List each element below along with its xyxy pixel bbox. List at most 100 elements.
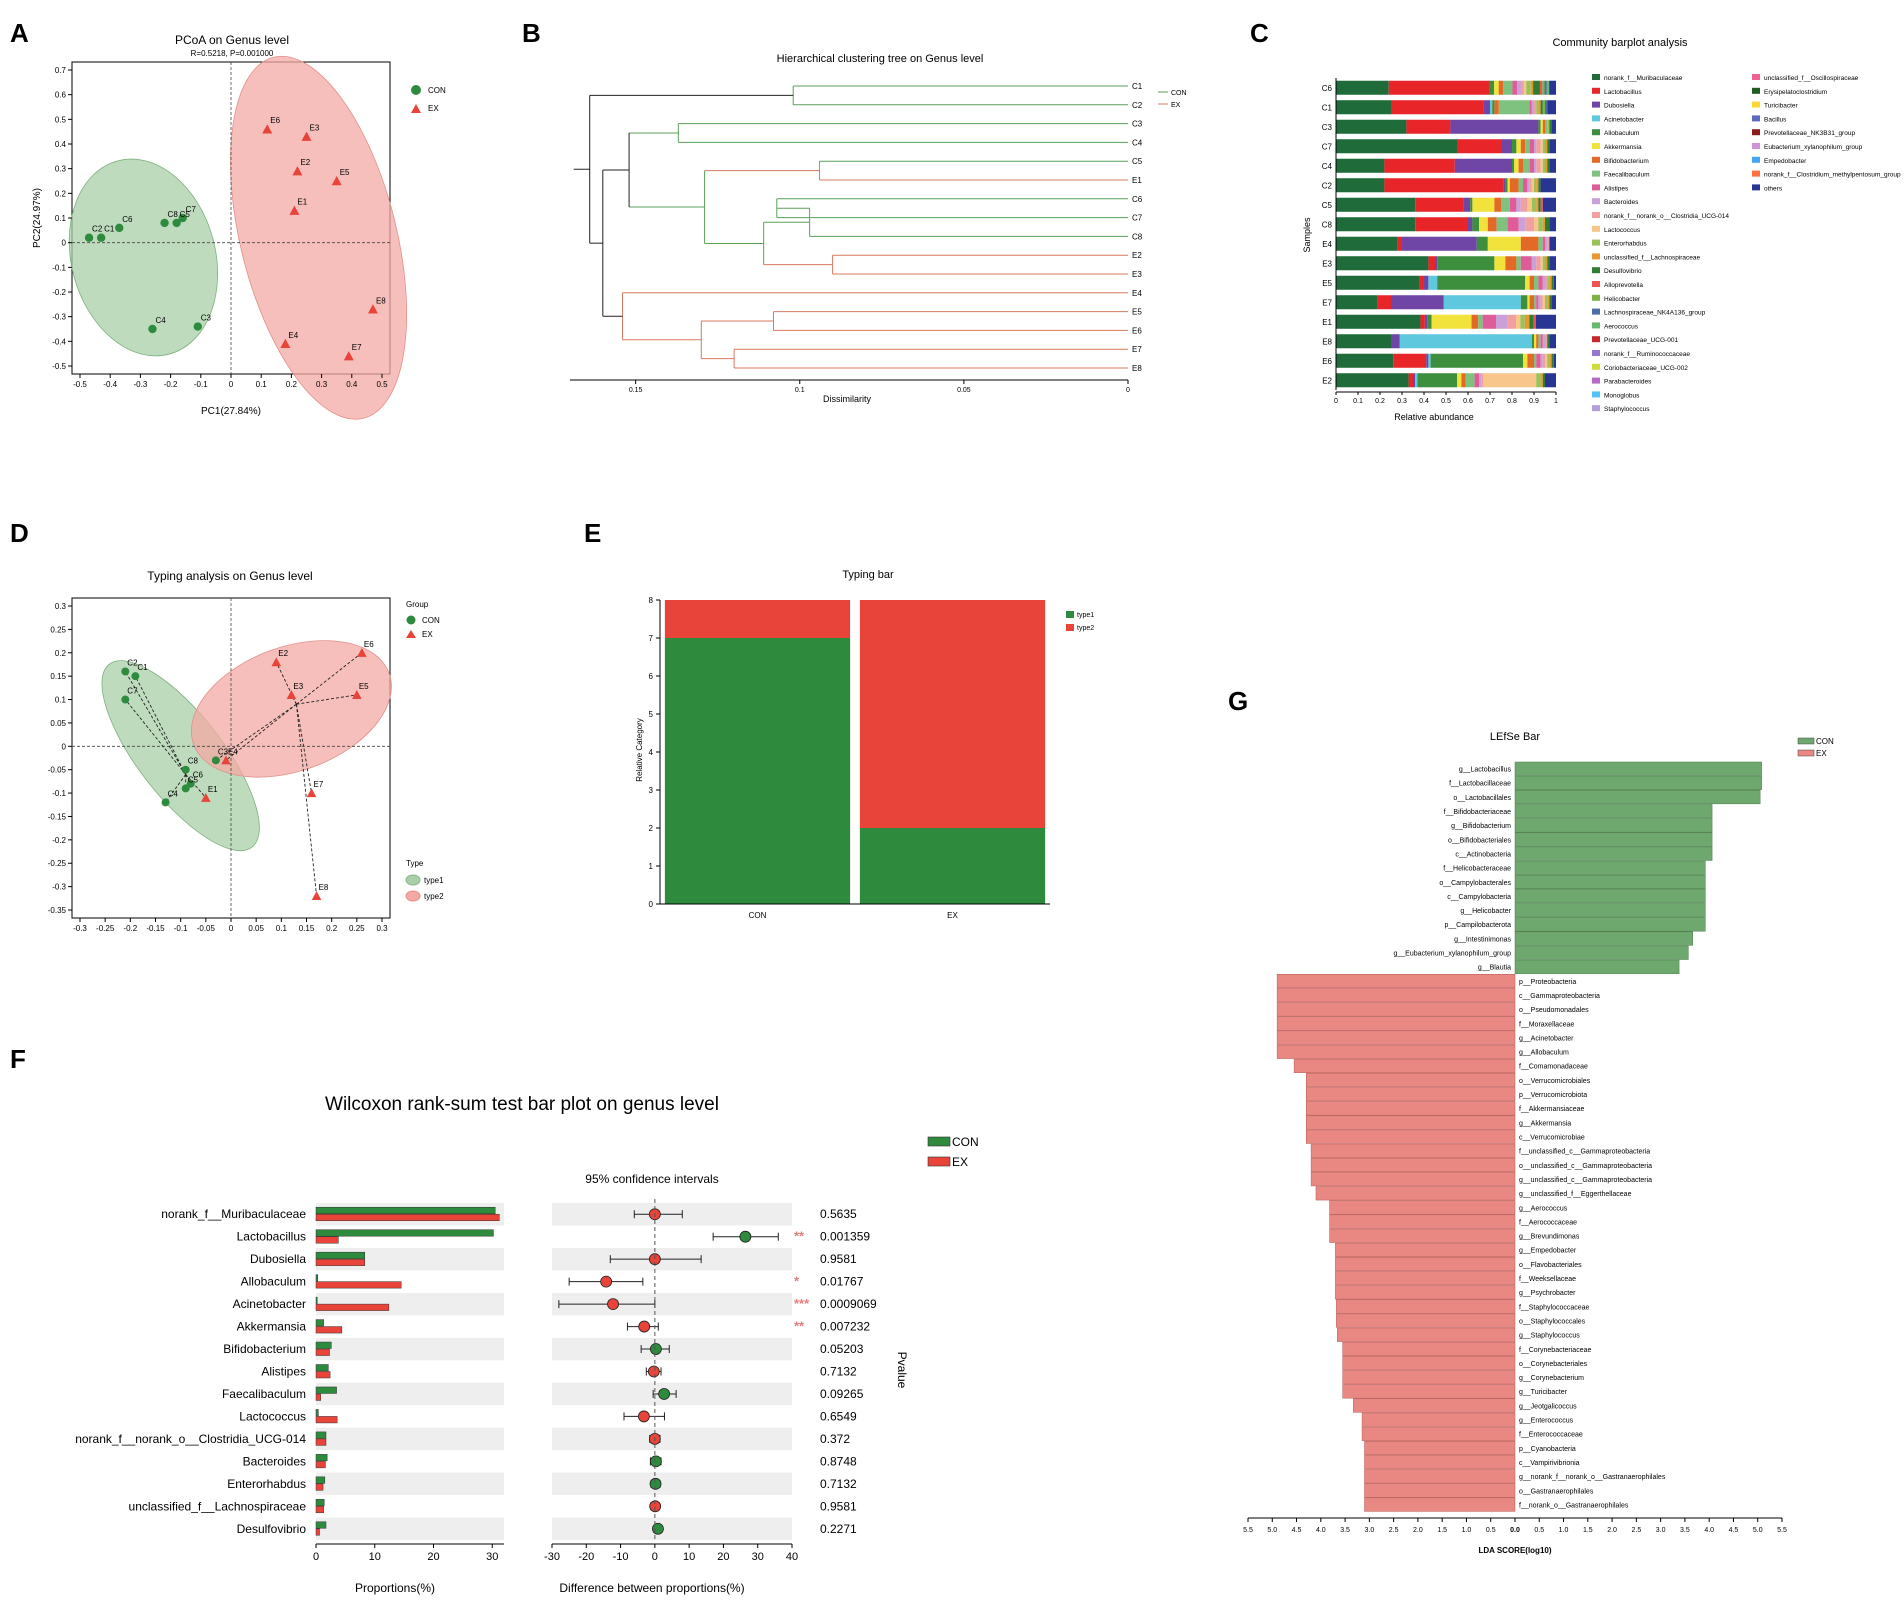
y-tick-label: 7 (649, 634, 654, 643)
stack-segment-e8 (1536, 334, 1539, 349)
panel-a-ellipses (68, 55, 408, 420)
row-stripe-left (316, 1517, 504, 1540)
stack-segment-c8 (1538, 217, 1543, 232)
y-tick-label: 6 (649, 672, 654, 681)
x-tick-label: 0.1 (1353, 398, 1363, 405)
leaf-label-c6: C6 (1132, 195, 1143, 204)
pvalue-norank-f-muribaculaceae: 0.5635 (820, 1207, 857, 1221)
legend-swatch-ex (1797, 749, 1815, 757)
x-tick-label: -0.2 (123, 924, 137, 933)
lda-bar-g-aerococcus (1329, 1200, 1516, 1215)
sample-label-e3: E3 (1322, 259, 1332, 268)
point-label-c7: C7 (186, 205, 197, 214)
stack-segment-c5 (1527, 197, 1532, 212)
pvalue-bacteroides: 0.8748 (820, 1454, 857, 1468)
lda-bar-g-bifidobacterium (1514, 818, 1713, 833)
taxon-label-p-verrucomicrobiota: p__Verrucomicrobiota (1519, 1092, 1587, 1099)
stack-segment-c5 (1540, 197, 1543, 212)
leaf-label-c2: C2 (1132, 101, 1143, 110)
genus-label-norank-f-norank-o-clostridia-ucg-014: norank_f__norank_o__Clostridia_UCG-014 (75, 1432, 306, 1446)
significance-acinetobacter: *** (794, 1296, 810, 1311)
panel-f-xlabel-left: Proportions(%) (355, 1581, 435, 1595)
y-tick-label: 0.4 (55, 140, 67, 149)
leaf-label-e4: E4 (1132, 289, 1142, 298)
stack-segment-e5 (1549, 275, 1552, 290)
stack-segment-c1 (1529, 100, 1532, 115)
bar-ex-type2 (859, 600, 1046, 828)
panel-f-pvalue-label: Pvalue (895, 1352, 909, 1389)
x-tick-label: 5.0 (1753, 1527, 1763, 1534)
taxon-label-g-unclassified-f-eggerthellaceae: g__unclassified_f__Eggerthellaceae (1519, 1191, 1632, 1198)
point-c8 (181, 765, 190, 774)
stack-segment-e3 (1549, 256, 1556, 271)
y-tick-label: -0.35 (48, 906, 67, 915)
stack-segment-c1 (1492, 100, 1495, 115)
bar-ex-acinetobacter (315, 1303, 390, 1311)
bar-con-unclassified-f-lachnospiraceae (315, 1499, 325, 1507)
lda-bar-g-empedobacter (1335, 1242, 1516, 1257)
point-label-c3: C3 (218, 747, 229, 756)
genus-label-lactococcus: Lactococcus (239, 1409, 306, 1423)
leaf-label-e3: E3 (1132, 270, 1142, 279)
lda-bar-f-moraxellaceae (1276, 1016, 1516, 1031)
stack-segment-c4 (1523, 158, 1530, 173)
centroid-line-e1 (185, 774, 207, 799)
stack-segment-e6 (1523, 353, 1528, 368)
stack-segment-e7 (1527, 295, 1530, 310)
taxon-label-g-norank-f-norank-o-gastranaerophilales: g__norank_f__norank_o__Gastranaerophilal… (1519, 1474, 1666, 1481)
taxon-label-c-campylobacteria: c__Campylobacteria (1447, 894, 1511, 901)
point-e2 (271, 657, 282, 667)
legend-swatch (1592, 170, 1600, 177)
lda-bar-c-vampirivibrionia (1364, 1455, 1516, 1470)
point-label-e7: E7 (352, 343, 362, 352)
stack-segment-c7 (1512, 139, 1517, 154)
stack-segment-e7 (1542, 295, 1545, 310)
x-tick-label: 1.0 (1462, 1527, 1472, 1534)
taxon-label-c-vampirivibrionia: c__Vampirivibrionia (1519, 1460, 1580, 1467)
stack-segment-e6 (1426, 353, 1429, 368)
point-label-e8: E8 (376, 296, 386, 305)
stack-segment-e3 (1494, 256, 1506, 271)
point-c5 (181, 784, 190, 793)
legend-label-ex: EX (1816, 749, 1827, 758)
stack-segment-e7 (1336, 295, 1378, 310)
legend-label: Acinetobacter (1604, 116, 1645, 123)
legend-type-title: Type (406, 859, 424, 868)
lda-bar-c-verrucomicrobiae (1306, 1129, 1516, 1144)
lda-bar-f-enterococcaceae (1361, 1426, 1516, 1441)
taxon-label-p-proteobacteria: p__Proteobacteria (1519, 979, 1576, 986)
legend-label: Parabacteroides (1604, 379, 1652, 386)
point-label-c1: C1 (104, 225, 115, 234)
stack-segment-e7 (1545, 295, 1548, 310)
stack-segment-c7 (1501, 139, 1512, 154)
point-label-e5: E5 (359, 682, 369, 691)
stack-segment-e5 (1547, 275, 1550, 290)
genus-label-norank-f-muribaculaceae: norank_f__Muribaculaceae (161, 1207, 306, 1221)
stack-segment-e2 (1415, 373, 1418, 388)
legend-swatch (1752, 74, 1760, 80)
stack-segment-e1 (1471, 314, 1479, 329)
centroid-line-e6 (296, 652, 363, 705)
x-tick-label: 0.3 (1397, 398, 1407, 405)
row-stripe-right (552, 1472, 792, 1496)
centroid-line-e4 (225, 703, 297, 761)
stack-segment-c6 (1546, 80, 1550, 95)
panel-g-legend: CON EX (1797, 737, 1834, 758)
panel-f-title: Wilcoxon rank-sum test bar plot on genus… (325, 1094, 719, 1115)
y-tick-label: 0.3 (55, 165, 67, 174)
stack-segment-c2 (1505, 178, 1508, 193)
lda-bar-o-campylobacterales (1514, 874, 1706, 890)
bar-con-dubosiella (315, 1251, 366, 1259)
stack-segment-c2 (1529, 178, 1532, 193)
genus-label-alistipes: Alistipes (261, 1365, 306, 1379)
stack-segment-c8 (1479, 217, 1488, 232)
stack-segment-e2 (1545, 373, 1556, 388)
stack-segment-e6 (1542, 353, 1545, 368)
stack-segment-e5 (1437, 275, 1526, 290)
legend-label: Bifidobacterium (1604, 158, 1649, 165)
stack-segment-e3 (1428, 256, 1435, 271)
stack-segment-c2 (1531, 178, 1534, 193)
y-tick-label: -0.3 (52, 313, 66, 322)
legend-label: Bacteroides (1604, 199, 1639, 206)
